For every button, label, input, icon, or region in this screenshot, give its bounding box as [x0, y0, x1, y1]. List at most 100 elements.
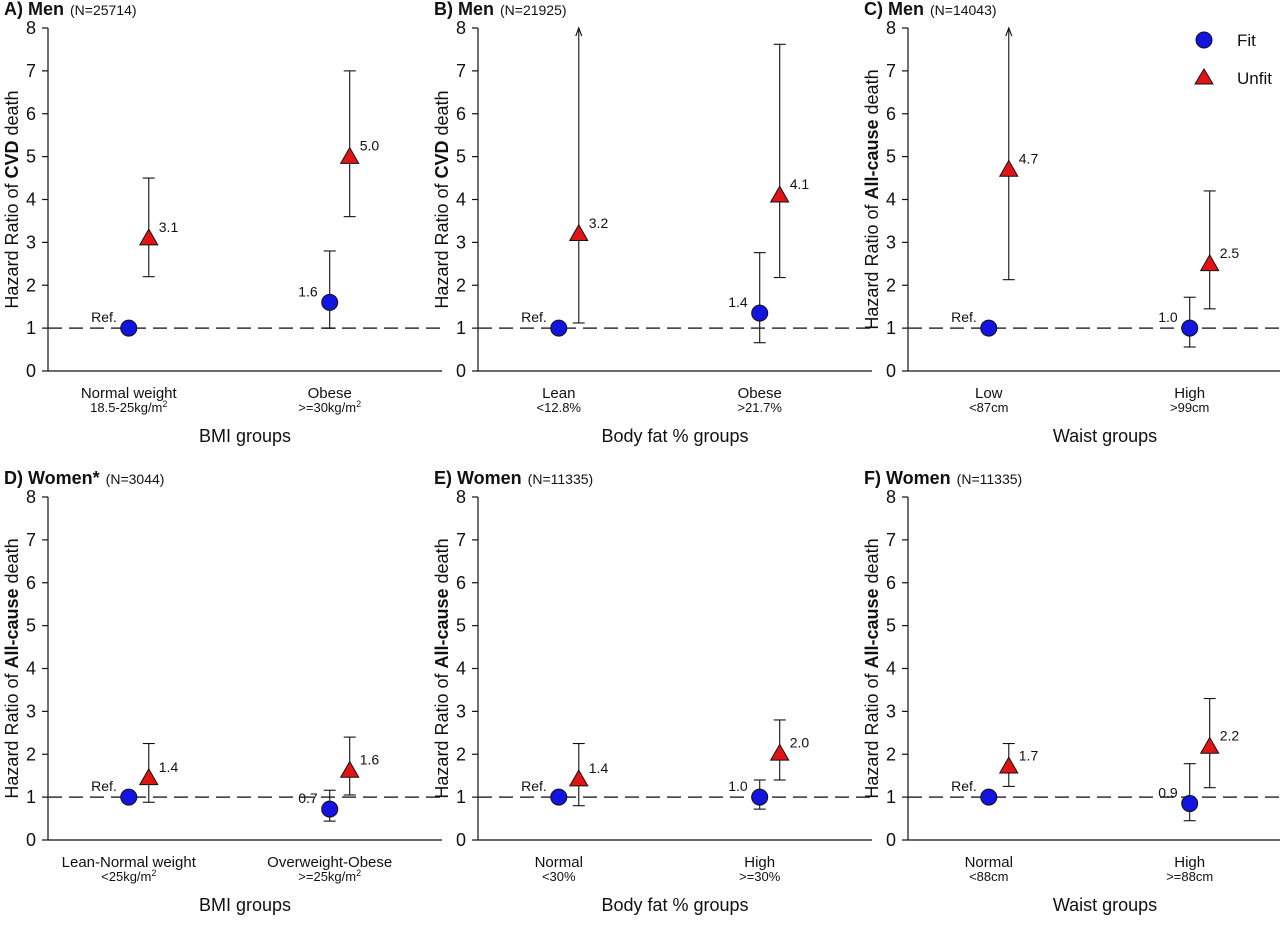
y-tick-label: 5 — [26, 147, 36, 167]
x-category-label: Obese — [738, 385, 782, 402]
x-axis-label: BMI groups — [199, 426, 291, 446]
x-category-label: Lean-Normal weight — [62, 854, 197, 871]
fit-point — [321, 800, 339, 818]
y-tick-label: 3 — [886, 232, 896, 252]
panel-title-bold: C) Men — [864, 0, 924, 19]
y-tick-label: 2 — [886, 275, 896, 295]
y-tick-label: 1 — [456, 318, 466, 338]
x-category-sublabel: >=25kg/m2 — [298, 868, 361, 884]
panel-title-n: (N=11335) — [957, 471, 1023, 487]
unfit-point — [998, 159, 1019, 177]
y-tick-label: 5 — [886, 147, 896, 167]
data-label: 0.9 — [1158, 785, 1178, 801]
panel-title: A) Men (N=25714) — [4, 0, 137, 19]
y-tick-label: 2 — [456, 744, 466, 764]
data-label: 1.0 — [728, 778, 748, 794]
unfit-point — [1199, 736, 1220, 754]
y-tick-label: 0 — [456, 830, 466, 850]
unfit-point — [1199, 253, 1220, 272]
x-category-sublabel-text: >21.7% — [737, 400, 782, 415]
x-category-sublabel: >99cm — [1170, 400, 1209, 415]
chart-panel-f: F) Women (N=11335) 0 1 2 3 4 5 6 7 8 Hazard Ratio o… — [862, 468, 1280, 915]
y-axis-label-part: All-cause — [862, 119, 882, 199]
data-label: 1.4 — [159, 759, 179, 775]
y-axis-label-part: Hazard Ratio of — [862, 200, 882, 330]
y-tick-label: 1 — [886, 318, 896, 338]
y-tick-label: 7 — [456, 61, 466, 81]
data-label: 1.4 — [589, 760, 609, 776]
data-label: 4.1 — [790, 176, 810, 192]
panel-title-bold: D) Women* — [4, 468, 100, 488]
x-axis-label: Waist groups — [1053, 426, 1157, 446]
error-bar-arrow — [575, 26, 583, 37]
y-tick-label: 8 — [456, 487, 466, 507]
y-tick-label: 4 — [886, 190, 896, 210]
data-label: 1.6 — [360, 752, 380, 768]
x-category-sublabel-text: <87cm — [969, 400, 1008, 415]
data-label: 3.1 — [159, 219, 179, 235]
x-axis-label: BMI groups — [199, 895, 291, 915]
unfit-point — [568, 223, 589, 242]
x-category-sublabel: >=30kg/m2 — [298, 399, 361, 415]
y-tick-label: 1 — [456, 787, 466, 807]
data-label: 2.0 — [790, 734, 810, 750]
y-tick-label: 7 — [456, 530, 466, 550]
fit-point — [1181, 319, 1199, 337]
y-tick-label: 8 — [26, 487, 36, 507]
y-tick-label: 8 — [886, 18, 896, 38]
y-tick-label: 2 — [26, 744, 36, 764]
y-tick-label: 7 — [886, 61, 896, 81]
x-category-label: Obese — [308, 385, 352, 402]
x-category-sublabel-sup: 2 — [151, 868, 156, 878]
x-category-sublabel: <87cm — [969, 400, 1008, 415]
y-axis-label: Hazard Ratio of CVD death — [2, 90, 22, 308]
data-label: Ref. — [521, 309, 547, 325]
y-axis-label: Hazard Ratio of All-cause death — [862, 69, 882, 329]
y-axis-label-part: death — [2, 538, 22, 588]
x-category-label: Overweight-Obese — [267, 854, 392, 871]
x-category-sublabel: >=30% — [739, 869, 781, 884]
y-tick-label: 2 — [456, 275, 466, 295]
data-label: Ref. — [951, 778, 977, 794]
x-category-sublabel-text: <12.8% — [537, 400, 582, 415]
legend-fit-label: Fit — [1237, 31, 1256, 50]
y-axis-label-part: Hazard Ratio of — [2, 669, 22, 799]
panel-title: D) Women* (N=3044) — [4, 468, 164, 488]
y-axis-label-part: All-cause — [2, 588, 22, 668]
x-category-sublabel-sup: 2 — [356, 868, 361, 878]
x-category-label: Normal — [965, 854, 1013, 871]
y-axis-label-part: CVD — [2, 140, 22, 178]
data-label: 4.7 — [1019, 150, 1039, 166]
x-category-label: High — [1174, 385, 1205, 402]
unfit-point — [339, 146, 360, 164]
y-tick-label: 6 — [886, 573, 896, 593]
y-axis-label: Hazard Ratio of CVD death — [432, 90, 452, 308]
y-tick-label: 7 — [26, 61, 36, 81]
y-axis-label-part: death — [862, 538, 882, 588]
data-label: 2.2 — [1220, 728, 1240, 744]
x-category-label: High — [1174, 854, 1205, 871]
y-axis-label-part: death — [2, 90, 22, 140]
data-label: Ref. — [91, 309, 117, 325]
x-category-sublabel: 18.5-25kg/m2 — [90, 399, 167, 415]
y-tick-label: 1 — [886, 787, 896, 807]
y-axis-label-part: CVD — [432, 140, 452, 178]
panel-title: E) Women (N=11335) — [434, 468, 593, 488]
y-axis-label: Hazard Ratio of All-cause death — [862, 538, 882, 798]
x-category-label: Normal weight — [81, 385, 178, 402]
chart-panel-c: C) Men (N=14043) 0 1 2 3 4 5 6 7 8 Hazard Ratio of … — [862, 0, 1280, 446]
x-category-sublabel-text: <88cm — [969, 869, 1008, 884]
y-tick-label: 7 — [886, 530, 896, 550]
fit-point — [550, 788, 568, 806]
y-tick-label: 3 — [26, 701, 36, 721]
panel-title: B) Men (N=21925) — [434, 0, 567, 19]
x-category-sublabel-text: >=25kg/m — [298, 869, 356, 884]
unfit-point — [769, 743, 790, 761]
unfit-point — [339, 760, 360, 778]
panel-title-bold: B) Men — [434, 0, 494, 19]
fit-point — [120, 319, 138, 337]
unfit-point — [138, 228, 159, 246]
unfit-point — [568, 769, 589, 787]
y-tick-label: 4 — [456, 190, 466, 210]
y-tick-label: 5 — [456, 147, 466, 167]
